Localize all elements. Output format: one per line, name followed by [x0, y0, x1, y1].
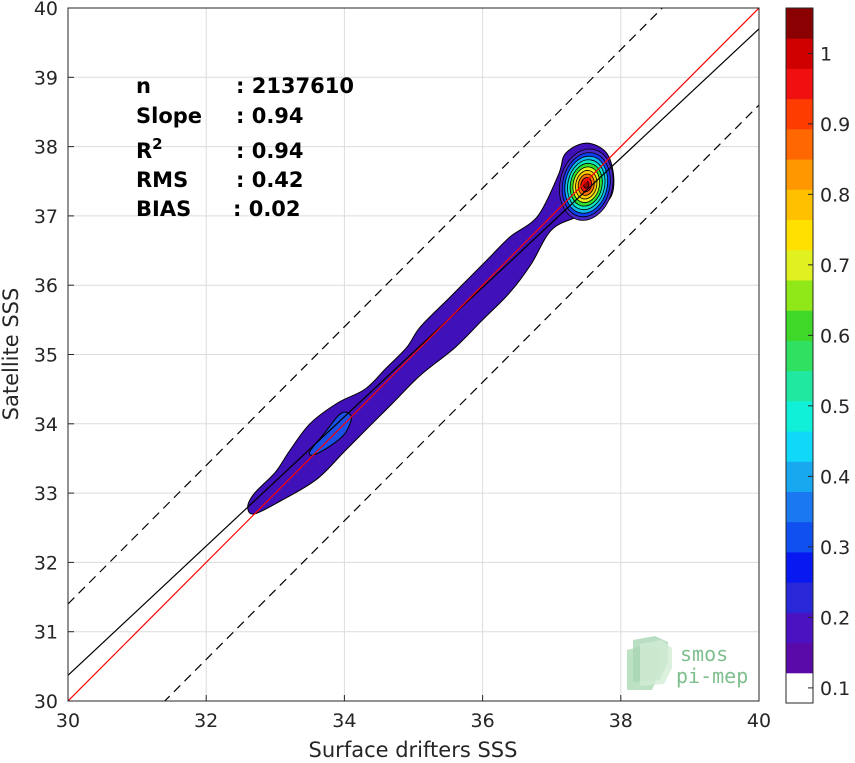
upper-bound-line [68, 8, 664, 605]
y-tick-label-1: 31 [34, 622, 58, 644]
colorbar-segment-12 [786, 310, 813, 341]
colorbar-tick-label-8: 0.9 [820, 114, 850, 136]
x-axis-label: Surface drifters SSS [309, 738, 518, 762]
x-tick-label-2: 34 [332, 710, 356, 732]
reference-lines [68, 8, 759, 701]
colorbar-segment-4 [786, 551, 813, 583]
colorbar-frame [785, 7, 814, 704]
colorbar-segment-19 [786, 98, 813, 130]
stat-value-1: : 0.94 [236, 104, 304, 128]
colorbar-tick-label-6: 0.7 [820, 255, 850, 277]
stat-label-3: RMS [136, 168, 188, 192]
x-tick-label-0: 30 [56, 710, 80, 732]
stat-label-0: n [136, 74, 151, 98]
colorbar-segment-15 [786, 219, 813, 251]
x-tick-label-5: 40 [747, 710, 771, 732]
stat-label-4: BIAS [136, 197, 191, 221]
stat-label-1: Slope [136, 104, 202, 128]
colorbar-segment-13 [786, 279, 813, 311]
colorbar-segment-20 [786, 68, 813, 100]
lower-bound-line [163, 104, 759, 701]
colorbar [785, 7, 814, 704]
colorbar-segment-11 [786, 340, 813, 372]
logo-mark-icon [627, 636, 672, 690]
stat-value-0: : 2137610 [236, 74, 354, 98]
regression-line [68, 28, 759, 676]
smos-pi-mep-logo: smos pi-mep [627, 636, 748, 690]
colorbar-segment-8 [786, 431, 813, 462]
x-tick-label-3: 36 [471, 710, 495, 732]
x-tick-label-1: 32 [194, 710, 218, 732]
y-tick-label-2: 32 [34, 552, 58, 574]
y-tick-label-3: 33 [34, 483, 58, 505]
y-tick-label-9: 39 [34, 67, 58, 89]
y-tick-label-4: 34 [34, 414, 58, 436]
axis-ticks: 30 32 34 36 38 40 30 31 32 33 34 35 36 37 38 39 40 [34, 0, 771, 732]
y-axis-label: Satellite SSS [0, 288, 23, 421]
colorbar-tick-label-3: 0.4 [820, 466, 850, 488]
colorbar-segment-1 [786, 642, 813, 674]
colorbar-segment-22 [786, 8, 813, 39]
grid-lines [67, 7, 760, 702]
x-tick-label-4: 38 [609, 710, 633, 732]
colorbar-tick-label-9: 1 [820, 43, 832, 65]
colorbar-tick-label-4: 0.5 [820, 396, 850, 418]
y-tick-label-8: 38 [34, 137, 58, 159]
stat-value-4: : 0.02 [233, 197, 301, 221]
y-tick-label-10: 40 [34, 0, 58, 20]
colorbar-segment-6 [786, 491, 813, 523]
colorbar-tick-label-2: 0.3 [820, 537, 850, 559]
colorbar-segment-3 [786, 582, 813, 613]
colorbar-tick-label-0: 0.1 [820, 678, 850, 700]
identity-line [68, 8, 759, 701]
stat-value-2: : 0.94 [236, 139, 304, 163]
colorbar-tick-label-5: 0.6 [820, 325, 850, 347]
stat-value-3: : 0.42 [236, 168, 304, 192]
colorbar-segment-10 [786, 370, 813, 402]
colorbar-segment-5 [786, 521, 813, 553]
colorbar-tick-label-1: 0.2 [820, 607, 850, 629]
colorbar-segment-17 [786, 159, 813, 190]
colorbar-ticks: 0.1 0.2 0.3 0.4 0.5 0.6 0.7 0.8 0.9 1 [808, 43, 850, 700]
y-tick-label-7: 37 [34, 206, 58, 228]
y-tick-label-5: 35 [34, 345, 58, 367]
y-tick-label-6: 36 [34, 275, 58, 297]
y-tick-label-0: 30 [34, 691, 58, 713]
colorbar-segment-18 [786, 128, 813, 160]
logo-line-2: pi-mep [676, 664, 748, 688]
logo-line-1: smos [680, 642, 728, 666]
colorbar-tick-label-7: 0.8 [820, 184, 850, 206]
